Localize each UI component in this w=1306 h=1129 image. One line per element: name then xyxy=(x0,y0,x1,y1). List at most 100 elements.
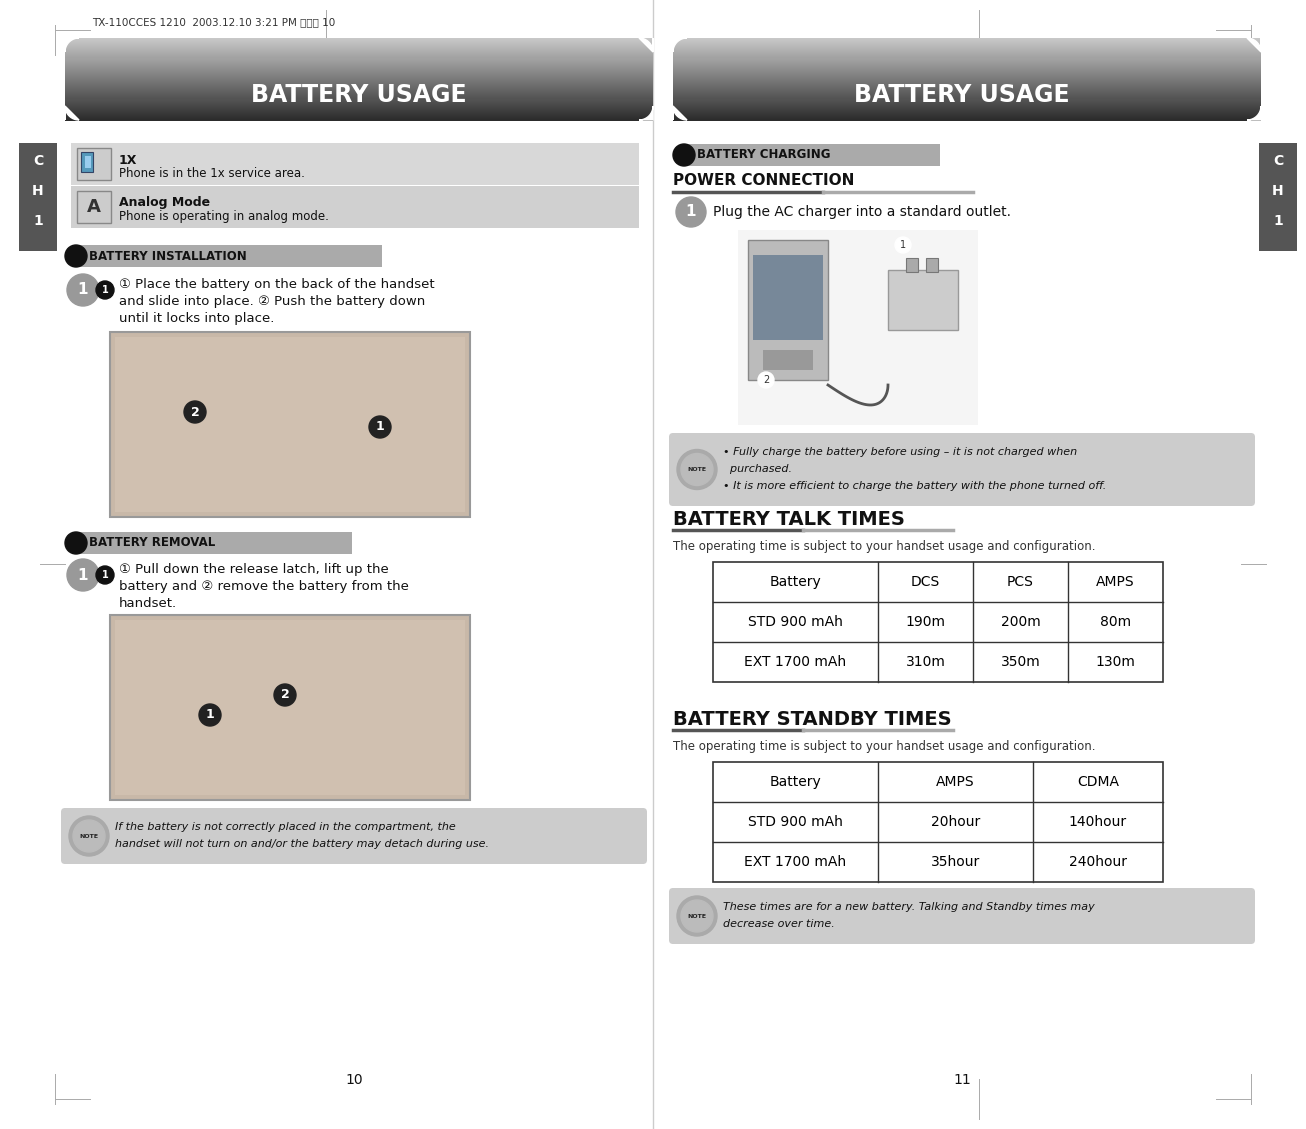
Bar xyxy=(65,73,653,75)
Bar xyxy=(65,91,653,93)
Text: 350m: 350m xyxy=(1000,655,1041,669)
Circle shape xyxy=(67,559,99,590)
Bar xyxy=(65,80,653,81)
Text: handset.: handset. xyxy=(119,597,178,610)
Bar xyxy=(673,40,1262,41)
Bar xyxy=(754,255,823,340)
Text: TX-110CCES 1210  2003.12.10 3:21 PM 페이지 10: TX-110CCES 1210 2003.12.10 3:21 PM 페이지 1… xyxy=(91,17,336,27)
Bar xyxy=(673,49,1262,50)
Bar xyxy=(65,114,653,115)
Bar xyxy=(65,58,653,59)
Bar xyxy=(673,40,1262,42)
Circle shape xyxy=(199,704,221,726)
Bar xyxy=(65,55,653,56)
Bar xyxy=(673,97,1262,99)
Bar xyxy=(673,87,1262,89)
Bar xyxy=(65,113,653,114)
Bar xyxy=(673,54,1262,56)
Bar xyxy=(748,240,828,380)
Bar xyxy=(65,40,653,41)
Circle shape xyxy=(184,401,206,423)
Circle shape xyxy=(673,145,695,166)
FancyBboxPatch shape xyxy=(61,808,646,864)
Bar xyxy=(65,79,653,80)
Bar xyxy=(65,82,653,84)
Bar xyxy=(673,115,1262,116)
Bar xyxy=(673,105,1262,106)
Bar xyxy=(673,93,1262,94)
Text: • It is more efficient to charge the battery with the phone turned off.: • It is more efficient to charge the bat… xyxy=(724,481,1106,491)
Bar xyxy=(65,43,653,45)
Bar xyxy=(65,38,653,40)
Bar xyxy=(673,78,1262,79)
Bar xyxy=(673,77,1262,79)
Bar xyxy=(673,76,1262,78)
Bar xyxy=(673,88,1262,89)
Bar xyxy=(673,50,1262,51)
Bar xyxy=(673,63,1262,65)
Text: 1: 1 xyxy=(1273,215,1282,228)
Text: 1X: 1X xyxy=(119,154,137,167)
Polygon shape xyxy=(1247,106,1262,120)
Text: Battery: Battery xyxy=(769,575,821,589)
Polygon shape xyxy=(65,106,78,120)
Bar xyxy=(673,73,1262,76)
Bar xyxy=(71,186,639,228)
Bar xyxy=(65,100,653,102)
Bar xyxy=(65,116,653,117)
Bar xyxy=(65,86,653,88)
Bar xyxy=(673,100,1262,102)
Bar xyxy=(673,84,1262,85)
Bar xyxy=(673,80,1262,81)
Text: The operating time is subject to your handset usage and configuration.: The operating time is subject to your ha… xyxy=(673,739,1096,753)
Text: C: C xyxy=(33,154,43,168)
Bar xyxy=(65,85,653,86)
Bar xyxy=(673,94,1262,95)
Bar xyxy=(65,112,653,113)
Bar xyxy=(65,62,653,63)
Text: H: H xyxy=(1272,184,1284,198)
Bar xyxy=(65,69,653,70)
Circle shape xyxy=(97,281,114,299)
Bar xyxy=(673,47,1262,49)
Circle shape xyxy=(65,245,88,266)
Bar xyxy=(673,56,1262,58)
Bar xyxy=(673,82,1262,84)
Text: 1: 1 xyxy=(102,285,108,295)
Bar xyxy=(673,116,1262,117)
Bar xyxy=(673,73,1262,75)
Bar xyxy=(65,107,653,110)
Bar xyxy=(673,51,1262,52)
Polygon shape xyxy=(65,38,78,52)
Circle shape xyxy=(65,532,88,554)
Bar xyxy=(65,106,653,108)
Bar xyxy=(673,69,1262,70)
Bar xyxy=(673,62,1262,64)
Bar xyxy=(65,42,653,44)
Bar xyxy=(673,61,1262,62)
Bar xyxy=(673,107,1262,110)
Bar xyxy=(713,562,1164,602)
Bar xyxy=(673,103,1262,104)
Bar xyxy=(673,108,1262,111)
Bar xyxy=(65,76,653,78)
Bar xyxy=(65,95,653,96)
Bar xyxy=(65,68,653,69)
Text: 1: 1 xyxy=(78,568,89,583)
Circle shape xyxy=(274,684,296,706)
Text: 11: 11 xyxy=(953,1073,970,1087)
Bar xyxy=(673,81,1262,82)
Text: BATTERY USAGE: BATTERY USAGE xyxy=(251,84,466,107)
Bar xyxy=(65,88,653,89)
Bar xyxy=(65,81,653,82)
Bar xyxy=(673,85,1262,87)
Text: 35hour: 35hour xyxy=(931,855,980,869)
Bar xyxy=(673,117,1262,119)
Bar xyxy=(673,71,1262,72)
Bar xyxy=(673,70,1262,71)
Text: ① Pull down the release latch, lift up the: ① Pull down the release latch, lift up t… xyxy=(119,563,389,576)
Bar xyxy=(65,62,653,64)
Text: STD 900 mAh: STD 900 mAh xyxy=(748,815,842,829)
Bar xyxy=(65,50,653,51)
Text: 240hour: 240hour xyxy=(1070,855,1127,869)
